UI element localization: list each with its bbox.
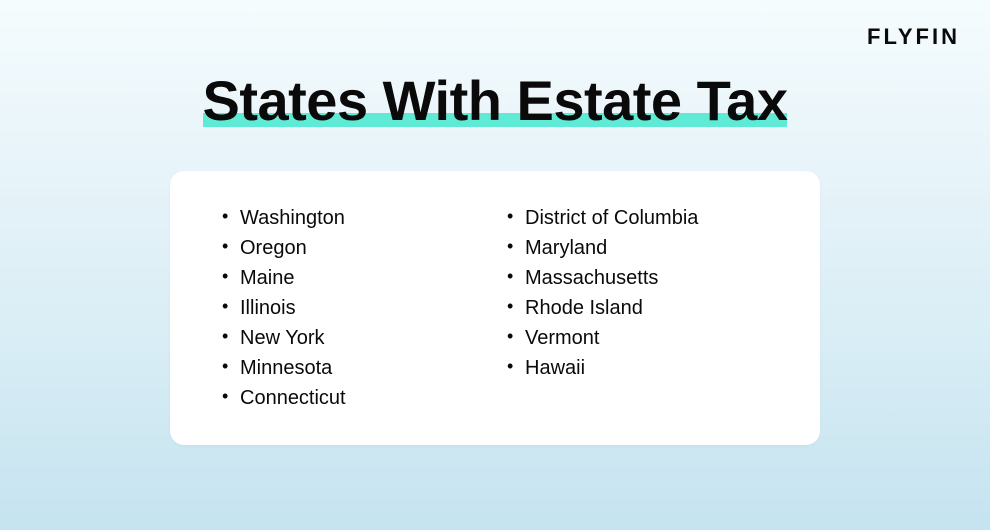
brand-logo: FLYFIN [867, 24, 960, 50]
list-item: Maine [220, 263, 485, 293]
list-item: Hawaii [505, 353, 770, 383]
columns: Washington Oregon Maine Illinois New Yor… [220, 203, 770, 413]
list-item: Rhode Island [505, 293, 770, 323]
list-item: Connecticut [220, 383, 485, 413]
left-column: Washington Oregon Maine Illinois New Yor… [220, 203, 485, 413]
list-item: Washington [220, 203, 485, 233]
right-column: District of Columbia Maryland Massachuse… [505, 203, 770, 413]
content-area: States With Estate Tax Washington Oregon… [0, 0, 990, 445]
states-list-left: Washington Oregon Maine Illinois New Yor… [220, 203, 485, 413]
list-item: Maryland [505, 233, 770, 263]
states-list-right: District of Columbia Maryland Massachuse… [505, 203, 770, 383]
list-item: District of Columbia [505, 203, 770, 233]
list-item: New York [220, 323, 485, 353]
states-card: Washington Oregon Maine Illinois New Yor… [170, 171, 820, 445]
list-item: Vermont [505, 323, 770, 353]
list-item: Illinois [220, 293, 485, 323]
list-item: Massachusetts [505, 263, 770, 293]
list-item: Minnesota [220, 353, 485, 383]
page-title: States With Estate Tax [203, 68, 788, 133]
list-item: Oregon [220, 233, 485, 263]
title-wrap: States With Estate Tax [203, 68, 788, 133]
